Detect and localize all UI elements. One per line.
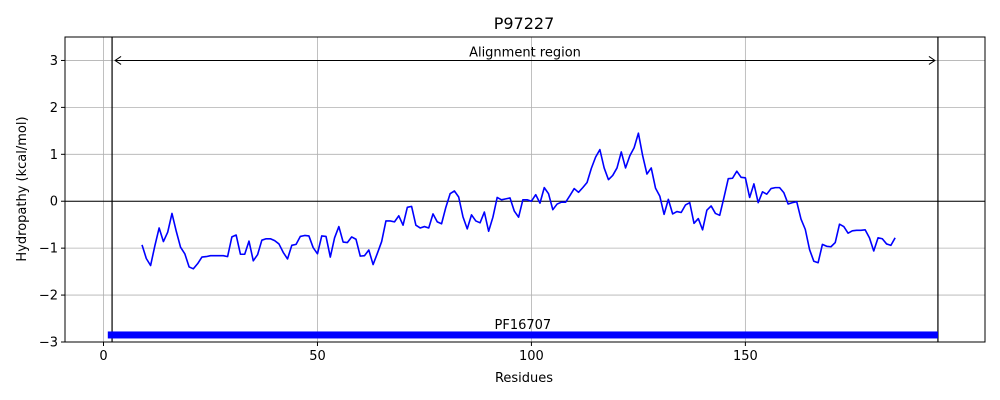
x-tick-label: 100 [519,349,544,364]
axis-ticks: 0 50 100 150 −3 −2 −1 0 1 2 3 [39,54,758,364]
x-tick-label: 0 [99,349,107,364]
y-tick-label: −3 [39,336,58,351]
domain-bar [107,331,938,339]
x-axis-label: Residues [495,371,553,386]
y-tick-label: 0 [50,195,58,210]
chart-title: P97227 [494,14,555,33]
y-tick-label: 1 [50,148,58,163]
y-tick-label: 2 [50,101,58,116]
x-tick-label: 50 [309,349,326,364]
alignment-region-label: Alignment region [469,45,581,60]
grid-lines [65,37,985,343]
y-tick-label: 3 [50,54,58,69]
reference-lines [65,37,985,342]
hydropathy-line [141,132,896,270]
domain-label: PF16707 [495,318,552,333]
y-tick-label: −2 [39,289,58,304]
arrow-head-right-icon [928,56,936,65]
annotation-layer: Alignment region [114,45,936,65]
y-tick-label: −1 [39,242,58,257]
arrow-head-left-icon [114,56,122,65]
series-layer [141,132,896,270]
y-axis-label: Hydropathy (kcal/mol) [15,116,30,261]
x-tick-label: 150 [733,349,758,364]
plot-frame [64,36,986,343]
domain-layer: PF16707 [107,318,938,339]
